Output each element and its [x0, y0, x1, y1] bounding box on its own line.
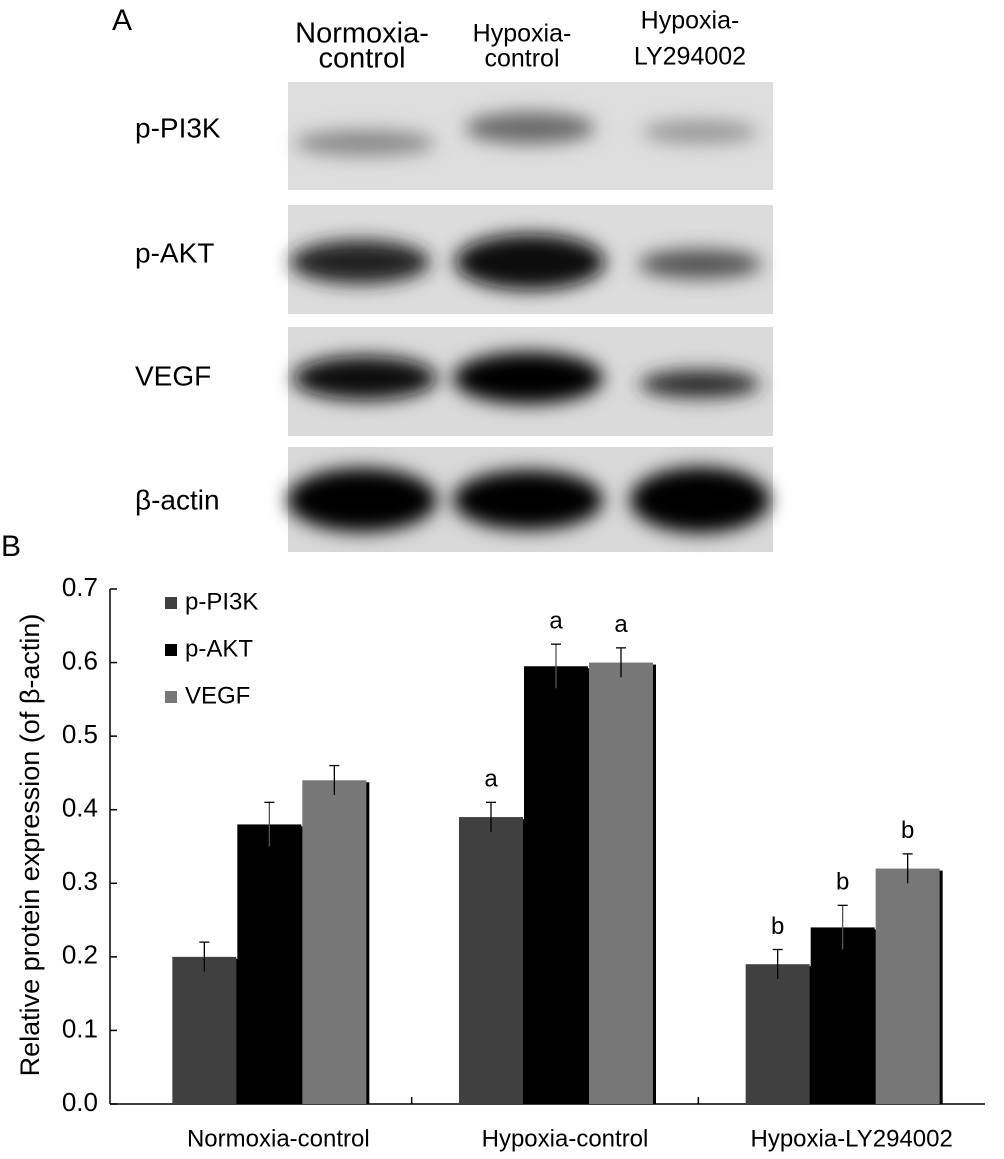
band: [293, 356, 437, 400]
bar: [459, 817, 523, 1104]
y-axis-label: Relative protein expression (of β-actin): [15, 614, 45, 1077]
legend-label: p-PI3K: [185, 588, 258, 615]
band-label: VEGF: [135, 360, 211, 391]
y-tick-label: 0.0: [62, 1087, 98, 1117]
bar: [172, 956, 237, 1104]
band: [287, 468, 437, 532]
bar: [524, 666, 588, 1104]
bar: [745, 964, 810, 1104]
y-tick-label: 0.6: [62, 645, 98, 675]
band: [640, 370, 760, 398]
western-blot: [287, 82, 773, 552]
significance-label: a: [549, 608, 563, 635]
bar: [302, 780, 367, 1104]
band: [453, 352, 603, 404]
lane-label: Hypoxia-: [473, 20, 572, 48]
y-tick-label: 0.1: [62, 1013, 98, 1043]
y-tick-label: 0.4: [62, 793, 98, 823]
y-tick-label: 0.2: [62, 940, 98, 970]
band: [295, 130, 435, 156]
legend-label: p-AKT: [185, 635, 253, 662]
band: [453, 470, 603, 530]
significance-label: a: [614, 611, 628, 638]
significance-label: b: [771, 913, 784, 940]
legend-swatch: [165, 644, 177, 656]
significance-label: a: [484, 766, 498, 793]
band: [290, 240, 430, 284]
significance-label: b: [836, 869, 849, 896]
band-label: β-actin: [135, 484, 220, 515]
x-tick-label: Hypoxia-LY294002: [750, 1125, 952, 1152]
band: [465, 112, 595, 144]
bar: [810, 927, 875, 1104]
bar: [237, 824, 302, 1104]
band: [455, 234, 605, 290]
lane-label: control: [484, 45, 559, 73]
band-label: p-AKT: [135, 237, 214, 268]
lane-label: Hypoxia-: [641, 7, 740, 35]
band: [638, 249, 762, 279]
significance-label: b: [901, 817, 914, 844]
lane-label: LY294002: [634, 43, 746, 71]
lane-label: control: [318, 43, 405, 75]
legend-swatch: [165, 597, 177, 609]
panel-label: B: [1, 530, 21, 563]
band: [630, 467, 770, 533]
legend-label: VEGF: [185, 682, 250, 709]
band-label: p-PI3K: [135, 112, 221, 143]
legend-swatch: [165, 691, 177, 703]
bar: [589, 662, 653, 1104]
panel-label: A: [112, 4, 132, 37]
x-tick-label: Normoxia-control: [187, 1125, 370, 1152]
y-tick-label: 0.7: [62, 572, 98, 602]
y-tick-label: 0.3: [62, 866, 98, 896]
bar: [875, 868, 940, 1104]
y-tick-label: 0.5: [62, 719, 98, 749]
lane-label: Normoxia-: [295, 18, 429, 50]
band: [642, 120, 758, 144]
x-tick-label: Hypoxia-control: [482, 1125, 649, 1152]
